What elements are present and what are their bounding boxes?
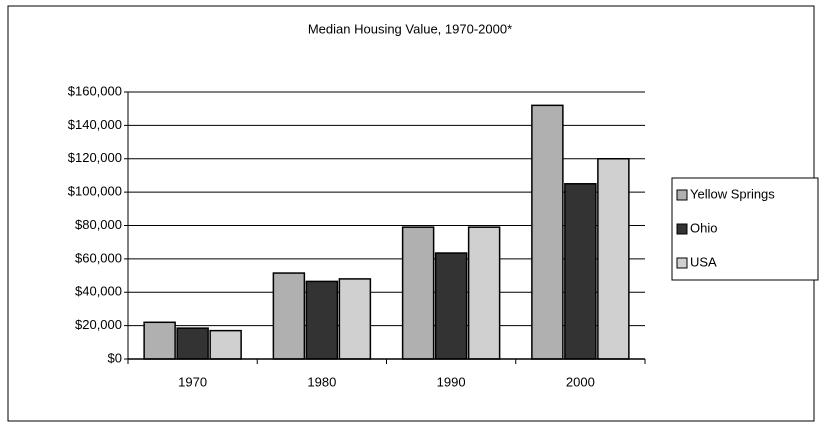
y-tick-label: $60,000: [75, 250, 122, 265]
legend-box: [671, 177, 819, 281]
y-tick-label: $80,000: [75, 217, 122, 232]
bar: [564, 183, 597, 360]
bar: [597, 158, 630, 360]
x-tick-label: 1970: [178, 374, 207, 389]
y-tick-label: $20,000: [75, 317, 122, 332]
bar: [176, 327, 209, 360]
chart-title: Median Housing Value, 1970-2000*: [308, 21, 512, 36]
y-tick-label: $0: [108, 350, 122, 365]
x-tick-label: 1980: [307, 374, 336, 389]
legend-swatch: [676, 189, 688, 201]
legend-swatch: [676, 223, 688, 235]
x-tick-label: 2000: [566, 374, 595, 389]
legend-swatch: [676, 257, 688, 269]
y-tick-label: $140,000: [68, 117, 122, 132]
bar: [143, 321, 176, 360]
x-tick-label: 1990: [437, 374, 466, 389]
y-tick-label: $120,000: [68, 150, 122, 165]
bar: [434, 252, 468, 360]
bar: [305, 280, 339, 360]
bar: [531, 104, 564, 360]
y-tick-label: $160,000: [68, 83, 122, 98]
legend-label: Yellow Springs: [690, 186, 775, 201]
bar: [338, 278, 372, 360]
bar: [209, 329, 242, 360]
bar: [272, 272, 306, 360]
y-tick-label: $100,000: [68, 184, 122, 199]
bar: [401, 226, 435, 360]
legend-label: USA: [690, 254, 717, 269]
y-tick-label: $40,000: [75, 284, 122, 299]
bar: [467, 226, 501, 360]
legend-label: Ohio: [690, 220, 717, 235]
